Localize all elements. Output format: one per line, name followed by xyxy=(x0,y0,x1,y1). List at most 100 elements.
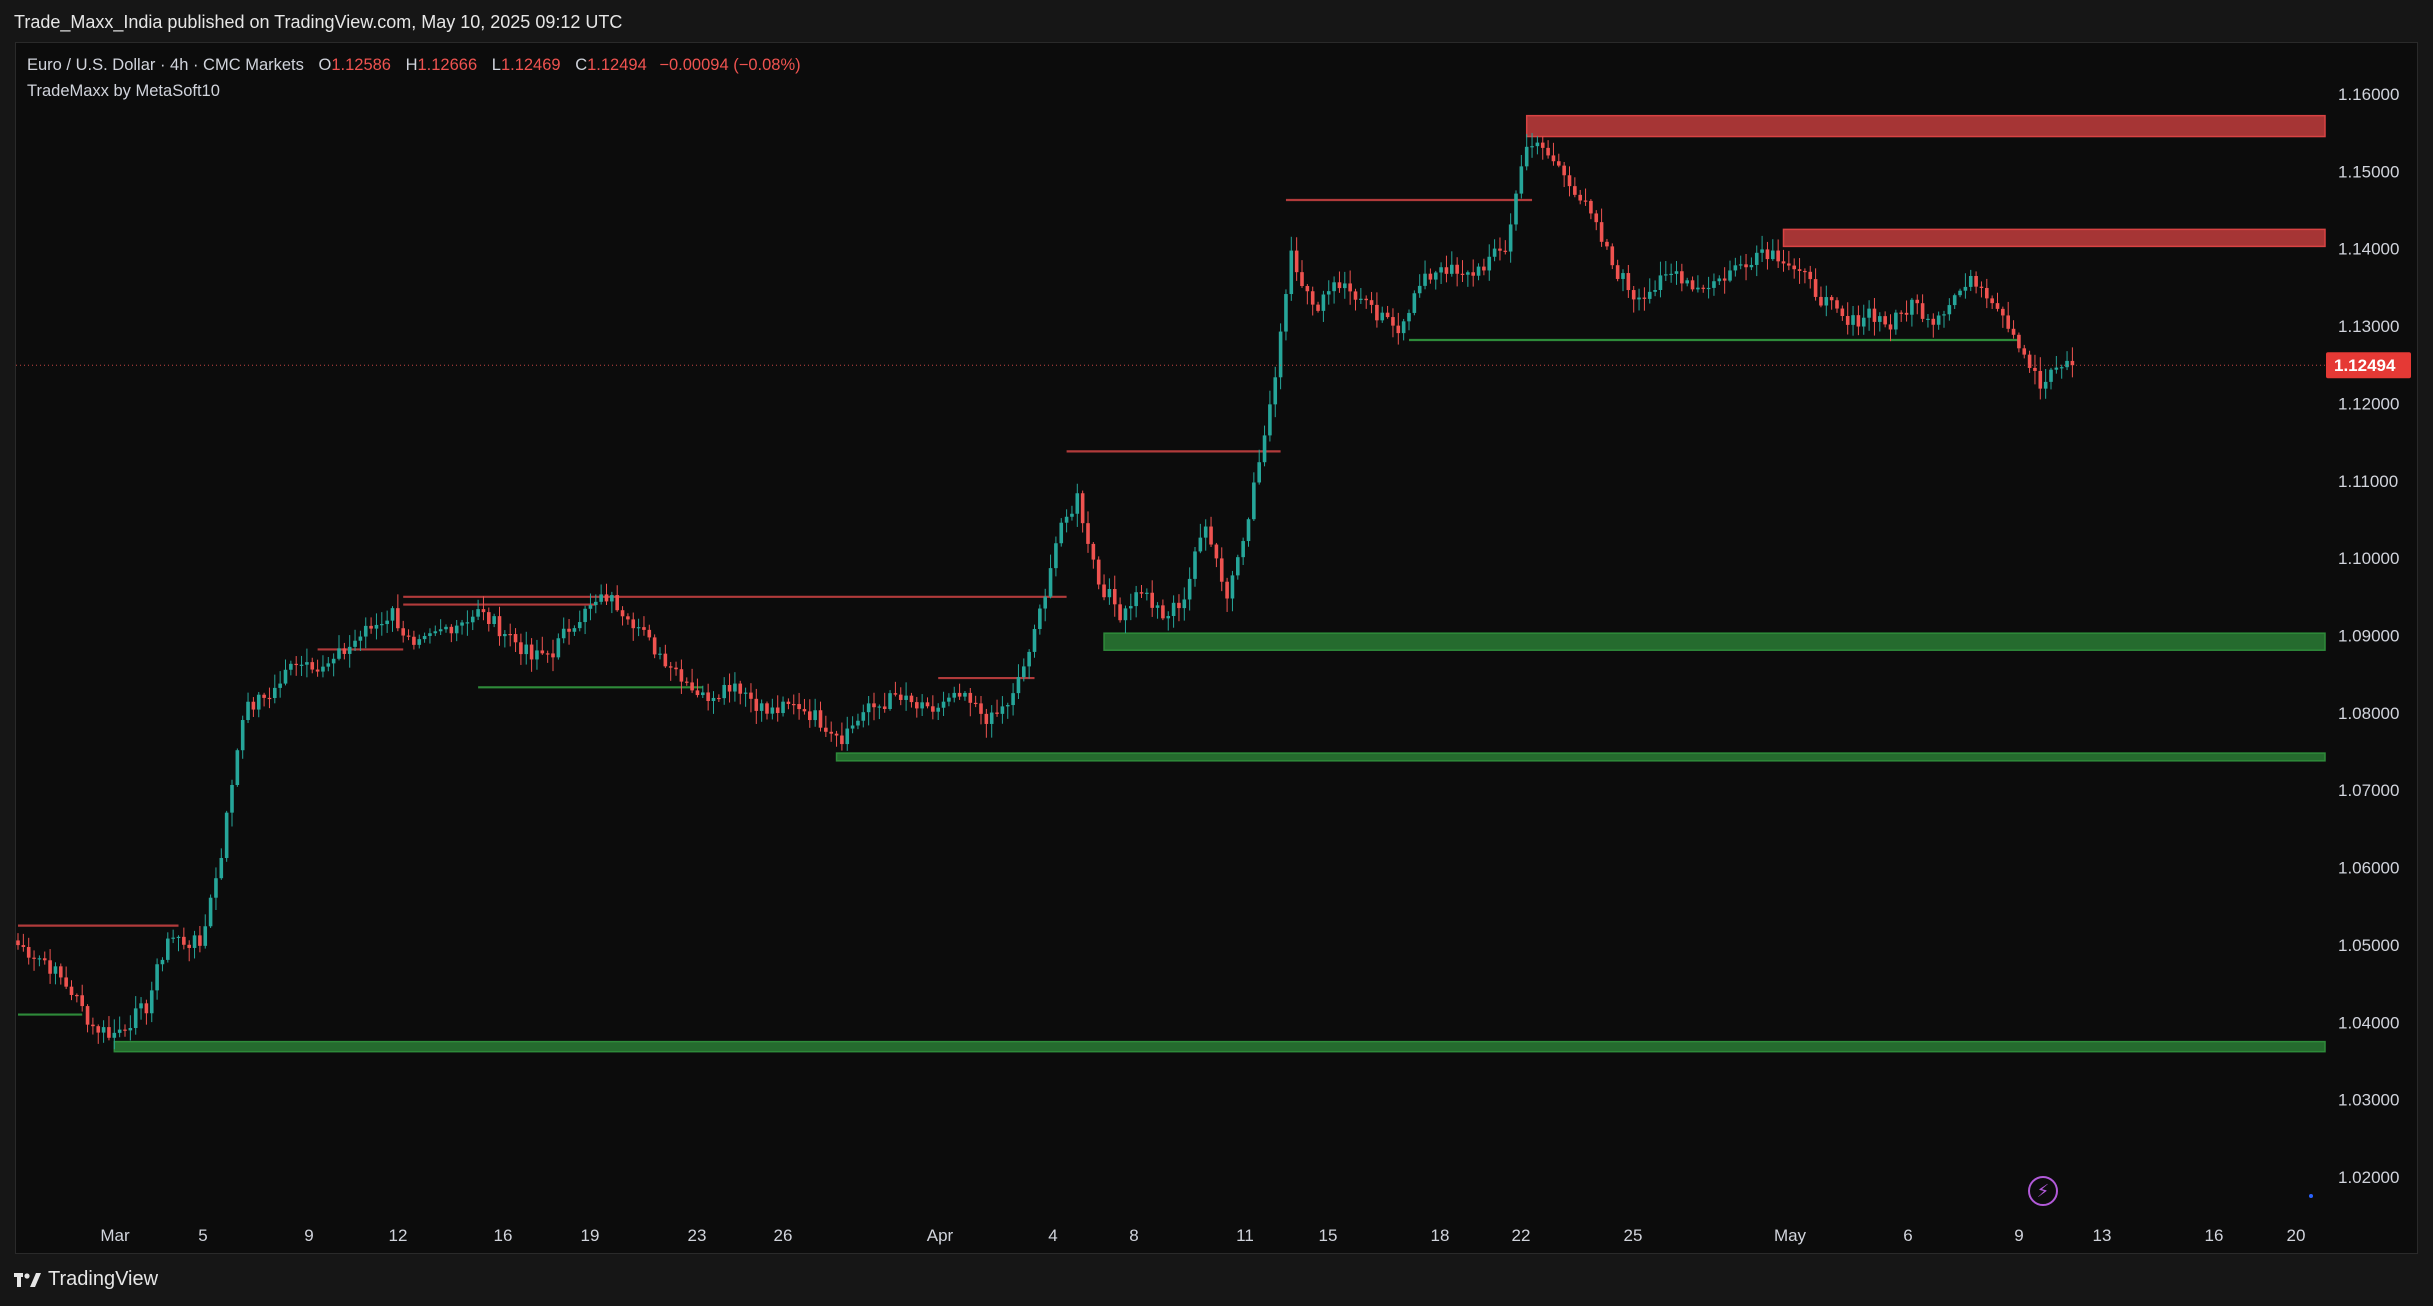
candle-body[interactable] xyxy=(1920,303,1925,319)
candle-body[interactable] xyxy=(278,683,282,688)
candle-body[interactable] xyxy=(155,964,159,991)
candle-body[interactable] xyxy=(1011,693,1015,706)
candle-body[interactable] xyxy=(706,692,710,701)
candle-body[interactable] xyxy=(224,812,229,858)
candle-body[interactable] xyxy=(1150,592,1154,608)
candle-body[interactable] xyxy=(1316,304,1320,311)
candle-body[interactable] xyxy=(898,694,903,700)
candle-body[interactable] xyxy=(508,634,512,636)
candle-body[interactable] xyxy=(1910,299,1914,315)
candle-body[interactable] xyxy=(198,935,202,946)
candle-body[interactable] xyxy=(1022,666,1026,678)
candle-body[interactable] xyxy=(909,695,914,703)
candle-body[interactable] xyxy=(75,995,79,997)
candle-body[interactable] xyxy=(1450,264,1454,274)
candle-body[interactable] xyxy=(1621,273,1625,279)
candle-body[interactable] xyxy=(1503,250,1508,252)
candle-body[interactable] xyxy=(1787,263,1791,266)
candle-body[interactable] xyxy=(406,635,411,637)
candle-body[interactable] xyxy=(1712,281,1716,288)
candle-body[interactable] xyxy=(64,977,68,987)
supply-zone[interactable] xyxy=(1525,114,2326,138)
candle-body[interactable] xyxy=(358,636,363,641)
candle-body[interactable] xyxy=(1219,558,1224,582)
candle-body[interactable] xyxy=(936,707,940,712)
candle-body[interactable] xyxy=(893,693,898,695)
candle-body[interactable] xyxy=(481,609,486,613)
candle-body[interactable] xyxy=(1771,250,1775,260)
candle-body[interactable] xyxy=(1851,315,1855,325)
candle-body[interactable] xyxy=(59,966,63,978)
candle-body[interactable] xyxy=(818,710,823,728)
candle-body[interactable] xyxy=(1583,200,1588,202)
candle-body[interactable] xyxy=(1642,297,1647,299)
candle-body[interactable] xyxy=(117,1029,122,1033)
candle-body[interactable] xyxy=(246,701,250,721)
candle-body[interactable] xyxy=(1391,317,1395,326)
candle-body[interactable] xyxy=(668,666,673,668)
candle-body[interactable] xyxy=(947,697,951,702)
candle-body[interactable] xyxy=(1931,318,1936,325)
candle-body[interactable] xyxy=(476,609,480,617)
candle-body[interactable] xyxy=(380,624,384,626)
candle-body[interactable] xyxy=(1990,298,1994,304)
candle-body[interactable] xyxy=(1112,589,1117,605)
candle-body[interactable] xyxy=(1728,270,1732,281)
candle-body[interactable] xyxy=(845,728,850,745)
candle-body[interactable] xyxy=(957,692,962,697)
candle-body[interactable] xyxy=(561,628,566,639)
candle-body[interactable] xyxy=(1722,278,1727,281)
candle-body[interactable] xyxy=(1840,308,1845,316)
candle-body[interactable] xyxy=(1557,161,1561,166)
candle-body[interactable] xyxy=(267,697,272,700)
candle-body[interactable] xyxy=(1653,289,1657,292)
candle-body[interactable] xyxy=(438,629,443,632)
candle-body[interactable] xyxy=(176,936,181,939)
candle-body[interactable] xyxy=(1027,651,1031,667)
candle-body[interactable] xyxy=(1680,271,1684,284)
candle-body[interactable] xyxy=(674,667,678,670)
candle-body[interactable] xyxy=(1845,315,1850,325)
candle-body[interactable] xyxy=(321,666,325,672)
candle-body[interactable] xyxy=(208,897,213,927)
candle-body[interactable] xyxy=(1551,155,1556,162)
candle-body[interactable] xyxy=(1985,287,1989,299)
candle-body[interactable] xyxy=(1278,331,1283,378)
candle-body[interactable] xyxy=(1578,194,1582,201)
candle-body[interactable] xyxy=(433,631,438,634)
candle-body[interactable] xyxy=(305,662,309,665)
candle-body[interactable] xyxy=(1754,252,1759,265)
candle-body[interactable] xyxy=(1321,294,1326,311)
candle-body[interactable] xyxy=(1899,312,1903,314)
candle-body[interactable] xyxy=(390,608,395,621)
candle-body[interactable] xyxy=(1958,290,1962,296)
candle-body[interactable] xyxy=(1166,616,1171,619)
candle-body[interactable] xyxy=(401,628,405,636)
candle-body[interactable] xyxy=(1685,280,1689,284)
candle-body[interactable] xyxy=(1310,291,1315,305)
candle-body[interactable] xyxy=(610,595,614,602)
candle-body[interactable] xyxy=(192,935,197,948)
candle-body[interactable] xyxy=(1974,275,1978,287)
candle-body[interactable] xyxy=(1129,606,1133,609)
candle-body[interactable] xyxy=(53,966,58,974)
candle-body[interactable] xyxy=(2059,367,2064,369)
candle-body[interactable] xyxy=(2054,367,2059,370)
candle-body[interactable] xyxy=(599,594,603,602)
candle-body[interactable] xyxy=(133,1008,138,1029)
candle-body[interactable] xyxy=(444,626,448,630)
candle-body[interactable] xyxy=(16,940,20,946)
candle-body[interactable] xyxy=(765,703,769,714)
candle-body[interactable] xyxy=(353,640,357,647)
candle-body[interactable] xyxy=(1262,435,1267,463)
candle-body[interactable] xyxy=(1460,273,1465,275)
candle-body[interactable] xyxy=(1476,266,1481,276)
candle-body[interactable] xyxy=(96,1026,101,1033)
candle-body[interactable] xyxy=(1883,316,1887,325)
candle-body[interactable] xyxy=(1942,314,1946,316)
candle-body[interactable] xyxy=(2027,354,2032,368)
candle-body[interactable] xyxy=(460,622,464,626)
candle-body[interactable] xyxy=(1819,296,1823,306)
candle-body[interactable] xyxy=(337,648,341,659)
candle-body[interactable] xyxy=(1439,267,1443,273)
